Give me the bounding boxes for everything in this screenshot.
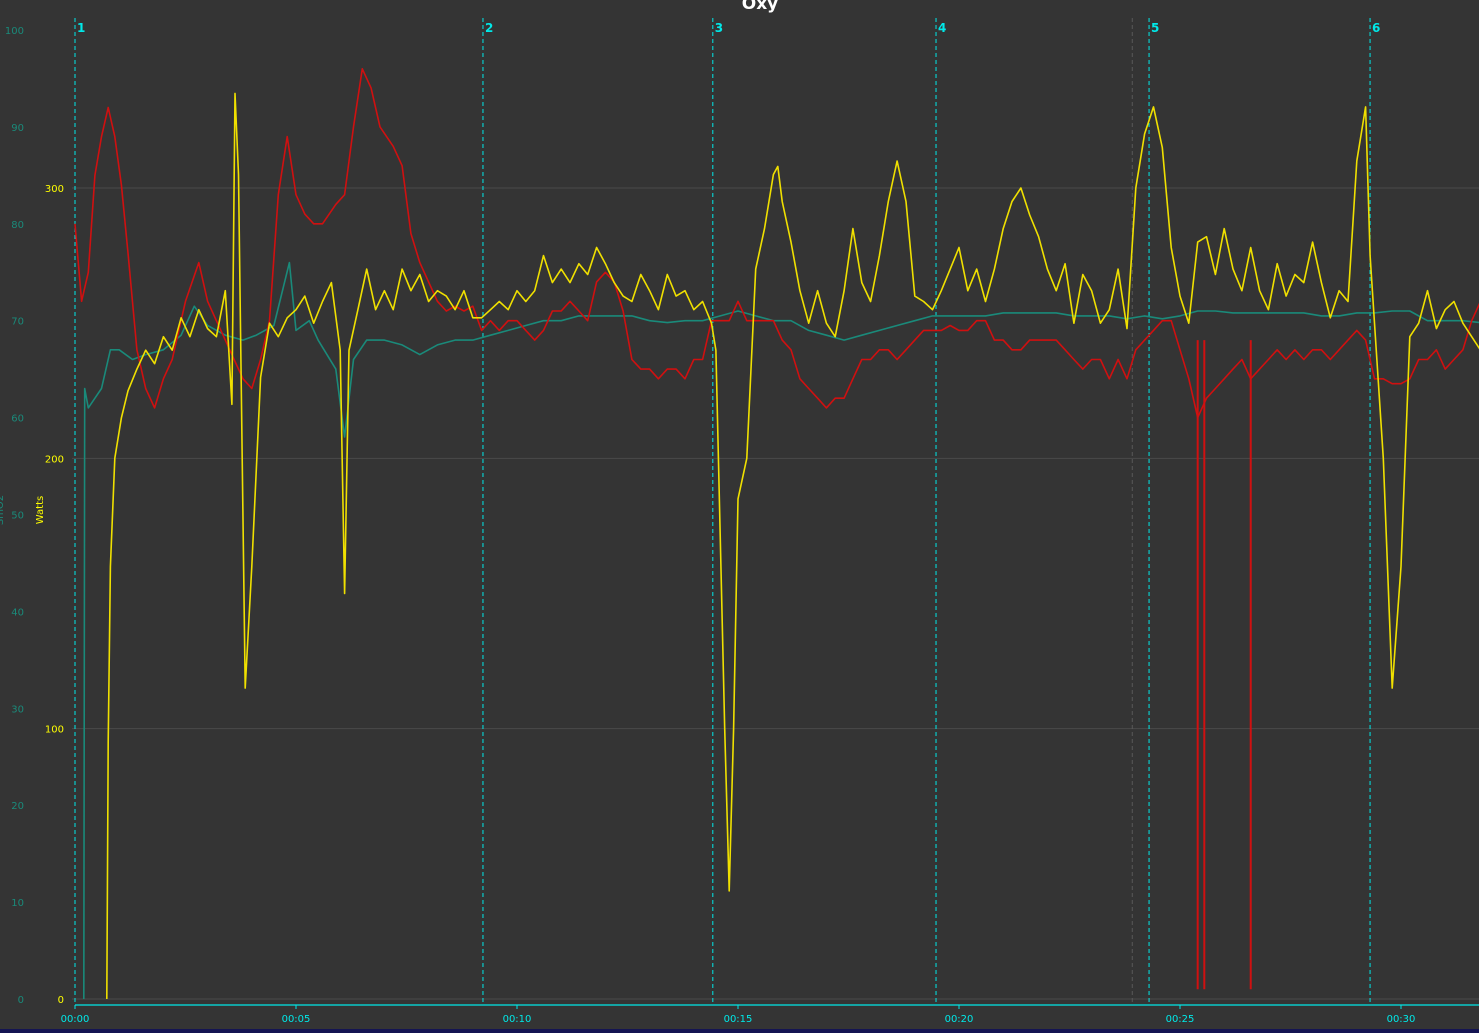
y-axis-smo2-label: SmO2 [0,495,6,525]
y-axis-smo2: 0 10 20 30 40 50 60 70 80 90 100 [5,26,24,1006]
lap-marker-label: 4 [938,21,946,35]
lap-marker-label: 1 [77,21,85,35]
lap-marker-label: 6 [1372,21,1380,35]
y-tick-label: 70 [11,317,24,328]
y-tick-label: 100 [5,26,24,37]
x-tick-label: 00:00 [61,1014,90,1025]
lap-marker-label: 2 [485,21,493,35]
y-tick-label: 60 [11,414,24,425]
y-tick-label: 200 [45,454,64,465]
chart-title: Oxy [741,0,779,14]
y-tick-label: 300 [45,184,64,195]
y-tick-label: 0 [58,995,64,1006]
y-tick-label: 30 [11,704,24,715]
window-bottom-strip [0,1029,1479,1033]
x-tick-label: 00:25 [1166,1014,1195,1025]
y-tick-label: 90 [11,123,24,134]
y-axis-watts-label: Watts [35,496,46,524]
x-tick-label: 00:15 [724,1014,753,1025]
lap-marker-label: 3 [715,21,723,35]
y-tick-label: 80 [11,220,24,231]
data-series [74,68,1479,1000]
x-tick-label: 00:10 [503,1014,532,1025]
y-tick-label: 100 [45,725,64,736]
lap-markers: 1 2 3 4 5 6 [74,18,1380,1003]
x-tick-label: 00:20 [945,1014,974,1025]
series-hhb-line [74,68,1479,419]
y-tick-label: 10 [11,898,24,909]
x-tick-label: 00:05 [282,1014,311,1025]
lap-marker-label: 5 [1151,21,1159,35]
series-smo2-line [83,261,1479,1000]
y-tick-label: 50 [11,511,24,522]
y-axis-watts: 0 100 200 300 [45,184,64,1006]
y-tick-label: 20 [11,801,24,812]
series-watts-line [106,92,1479,1000]
y-tick-label: 0 [18,995,24,1006]
x-axis-time: 00:00 00:05 00:10 00:15 00:20 00:25 00:30 [61,1004,1479,1025]
x-tick-label: 00:30 [1387,1014,1416,1025]
gridlines [72,187,1479,1000]
y-tick-label: 40 [11,607,24,618]
